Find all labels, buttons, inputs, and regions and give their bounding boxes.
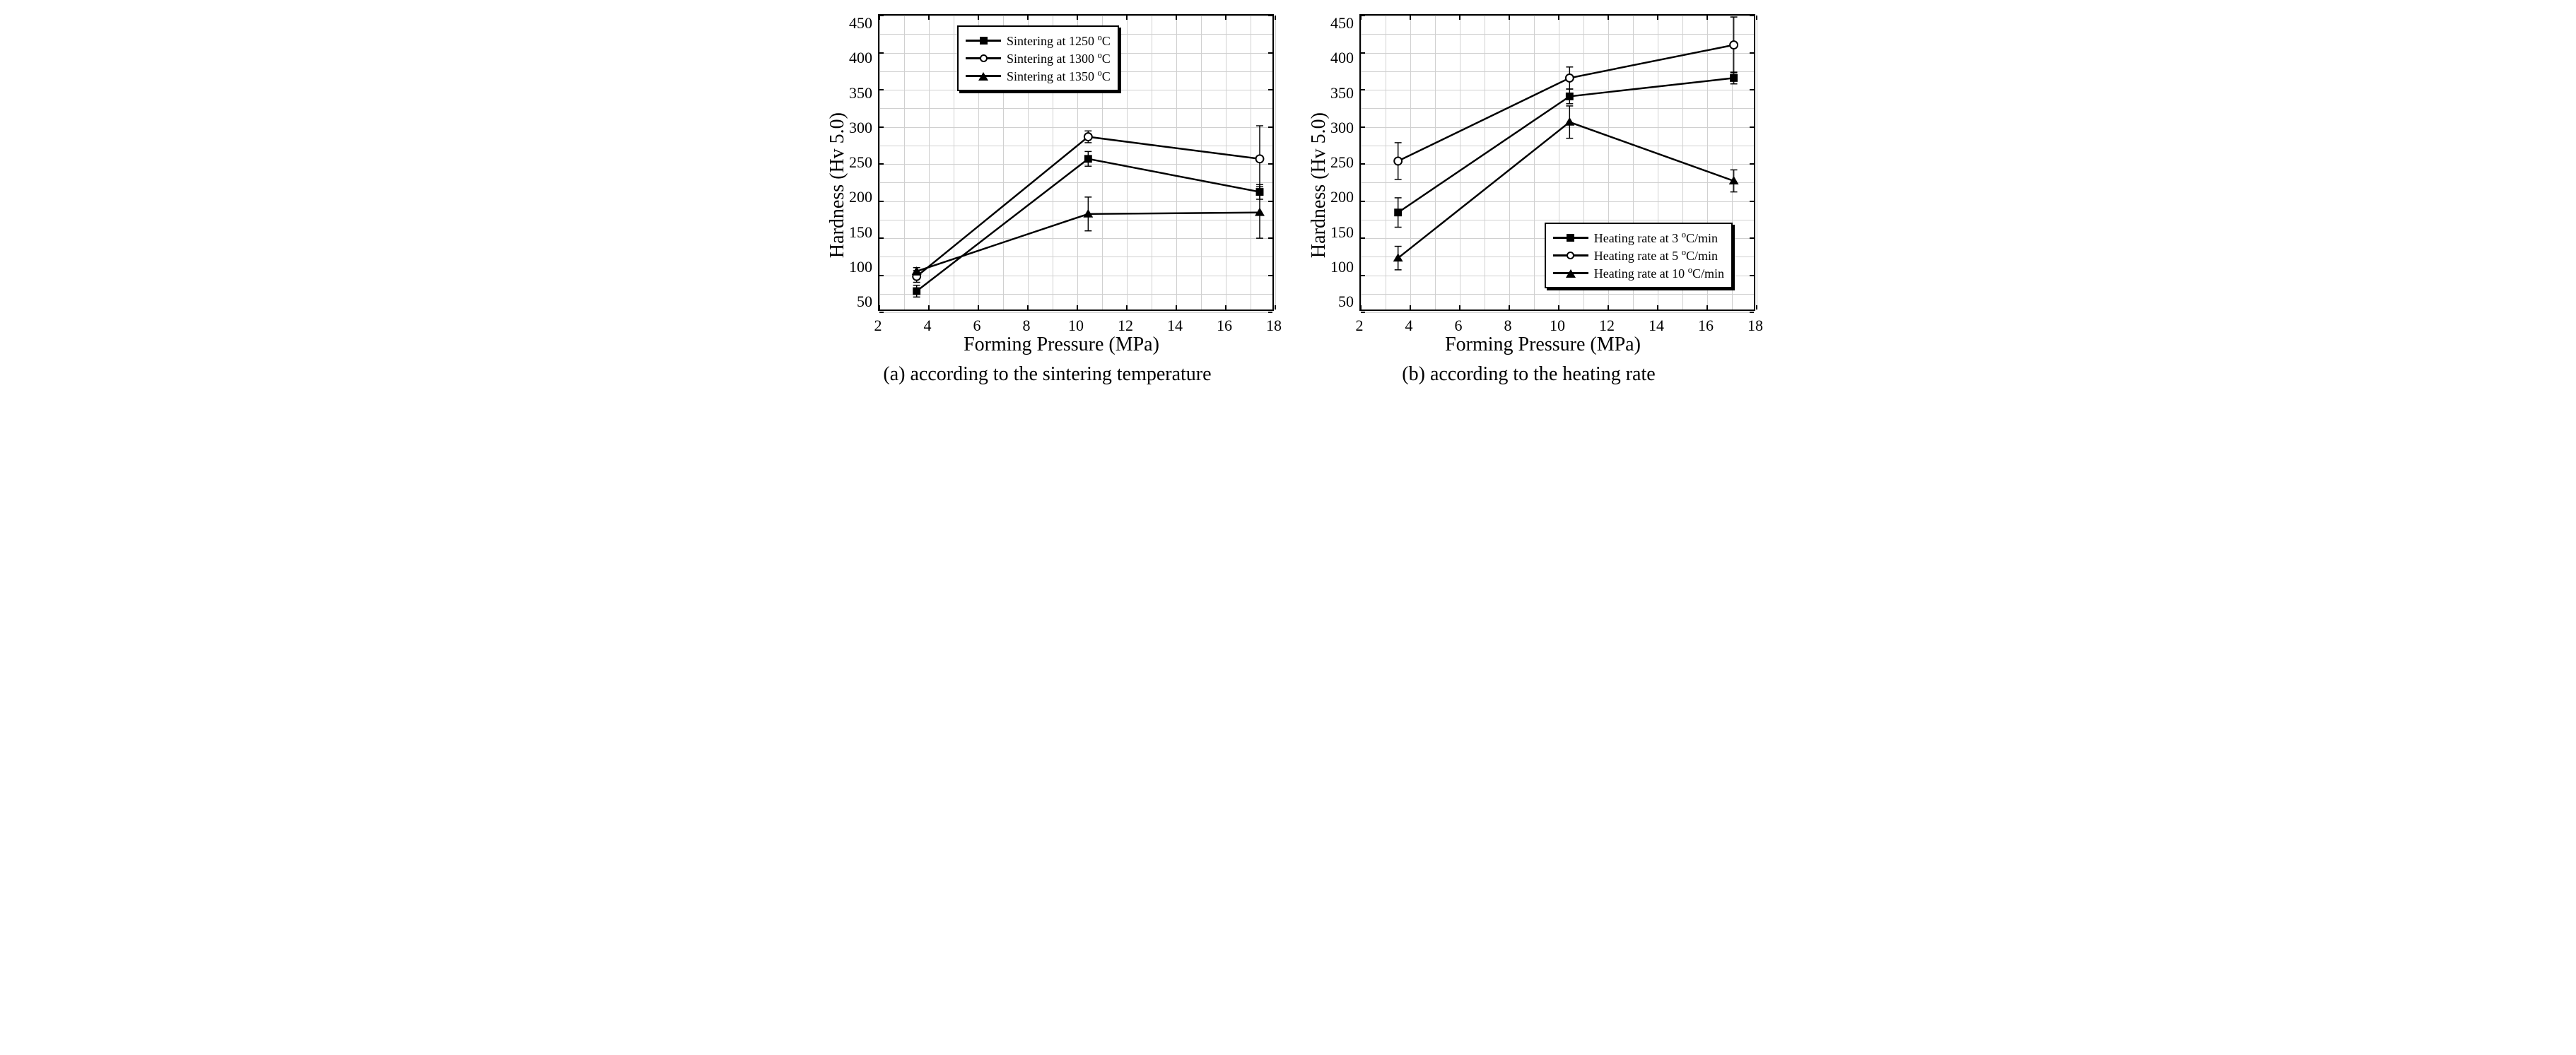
square-marker-icon (980, 37, 988, 45)
y-tick-label: 300 (1330, 119, 1354, 137)
chart-a-ylabel: Hardness (Hv 5.0) (821, 112, 849, 258)
x-tick-label: 18 (1266, 317, 1282, 335)
chart-a-area: Hardness (Hv 5.0) 4504003503002502001501… (821, 14, 1274, 356)
circle-marker-icon (1567, 252, 1574, 259)
y-tick-label: 150 (849, 223, 872, 242)
y-tick-label: 250 (849, 153, 872, 172)
y-tick-label: 400 (849, 49, 872, 67)
legend-label: Heating rate at 5 oC/min (1594, 247, 1718, 264)
legend-item: Sintering at 1300 oC (966, 50, 1111, 66)
chart-a-caption: (a) according to the sintering temperatu… (883, 356, 1211, 386)
legend-item: Sintering at 1350 oC (966, 68, 1111, 84)
y-tick-label: 400 (1330, 49, 1354, 67)
y-tick-label: 100 (849, 258, 872, 276)
chart-b-plot-row: 450 400 350 300 250 200 150 100 50 Heating rate … (1330, 14, 1755, 311)
chart-a-xlabel: Forming Pressure (MPa) (849, 331, 1274, 356)
x-tick-label: 16 (1217, 317, 1232, 335)
legend-label: Sintering at 1350 oC (1007, 68, 1111, 84)
chart-b-ylabel: Hardness (Hv 5.0) (1302, 112, 1330, 258)
y-tick-label: 200 (1330, 188, 1354, 206)
triangle-marker-icon (1566, 269, 1576, 278)
legend-label: Sintering at 1300 oC (1007, 50, 1111, 66)
chart-b-caption: (b) according to the heating rate (1402, 356, 1655, 386)
x-tick-label: 14 (1649, 317, 1664, 335)
x-tick-label: 12 (1118, 317, 1133, 335)
x-tick-label: 4 (1405, 317, 1413, 335)
x-tick-label: 8 (1504, 317, 1512, 335)
y-tick-label: 50 (857, 293, 872, 311)
chart-a-xticks: 24681012141618 (878, 311, 1274, 331)
legend-item: Heating rate at 5 oC/min (1553, 247, 1724, 264)
x-tick-label: 10 (1550, 317, 1565, 335)
triangle-marker-icon (978, 72, 988, 81)
y-tick-label: 350 (849, 84, 872, 102)
chart-a-legend: Sintering at 1250 oCSintering at 1300 oC… (957, 25, 1119, 91)
y-tick-label: 300 (849, 119, 872, 137)
legend-item: Heating rate at 10 oC/min (1553, 265, 1724, 281)
x-tick-label: 8 (1023, 317, 1031, 335)
chart-b-wrapper: Hardness (Hv 5.0) 4504003503002502001501… (1302, 14, 1755, 386)
x-tick-label: 2 (874, 317, 882, 335)
y-tick-label: 50 (1338, 293, 1354, 311)
chart-b-area: Hardness (Hv 5.0) 4504003503002502001501… (1302, 14, 1755, 356)
legend-label: Heating rate at 3 oC/min (1594, 230, 1718, 246)
y-tick-label: 200 (849, 188, 872, 206)
legend-label: Heating rate at 10 oC/min (1594, 265, 1724, 281)
x-tick-label: 4 (924, 317, 932, 335)
chart-a-plot-row: 450 400 350 300 250 200 150 100 50 Sintering at … (849, 14, 1274, 311)
y-tick-label: 350 (1330, 84, 1354, 102)
chart-a-wrapper: Hardness (Hv 5.0) 4504003503002502001501… (821, 14, 1274, 386)
chart-a-yticks: 450 400 350 300 250 200 150 100 50 (849, 14, 878, 311)
x-tick-label: 10 (1068, 317, 1084, 335)
figure-container: Hardness (Hv 5.0) 4504003503002502001501… (821, 14, 1755, 386)
x-tick-label: 18 (1747, 317, 1763, 335)
chart-a-plot: Sintering at 1250 oCSintering at 1300 oC… (878, 14, 1274, 311)
chart-b-yticks: 450 400 350 300 250 200 150 100 50 (1330, 14, 1359, 311)
y-tick-label: 250 (1330, 153, 1354, 172)
chart-b-plot-container: 450 400 350 300 250 200 150 100 50 Heating rate … (1330, 14, 1755, 356)
chart-b-plot: Heating rate at 3 oC/minHeating rate at … (1359, 14, 1755, 311)
x-tick-label: 6 (973, 317, 981, 335)
chart-b-xlabel: Forming Pressure (MPa) (1330, 331, 1755, 356)
x-tick-label: 12 (1599, 317, 1615, 335)
chart-b-legend: Heating rate at 3 oC/minHeating rate at … (1545, 223, 1733, 288)
legend-label: Sintering at 1250 oC (1007, 33, 1111, 49)
chart-a-plot-container: 450 400 350 300 250 200 150 100 50 Sintering at … (849, 14, 1274, 356)
legend-item: Heating rate at 3 oC/min (1553, 230, 1724, 246)
y-tick-label: 450 (1330, 14, 1354, 33)
chart-b-xticks: 24681012141618 (1359, 311, 1755, 331)
legend-item: Sintering at 1250 oC (966, 33, 1111, 49)
y-tick-label: 150 (1330, 223, 1354, 242)
x-tick-label: 6 (1455, 317, 1463, 335)
x-tick-label: 16 (1698, 317, 1714, 335)
y-tick-label: 100 (1330, 258, 1354, 276)
square-marker-icon (1567, 234, 1574, 242)
circle-marker-icon (980, 54, 988, 62)
y-tick-label: 450 (849, 14, 872, 33)
x-tick-label: 2 (1356, 317, 1364, 335)
x-tick-label: 14 (1167, 317, 1183, 335)
